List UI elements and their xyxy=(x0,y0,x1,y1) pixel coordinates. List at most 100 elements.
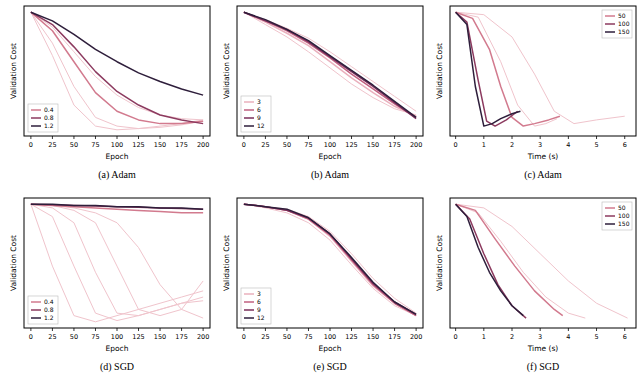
x-axis-label: Epoch xyxy=(106,344,129,353)
x-tick xyxy=(416,328,417,331)
x-tick-label: 150 xyxy=(367,333,379,341)
plot-frame xyxy=(24,6,210,136)
x-tick-label: 0 xyxy=(454,333,458,341)
legend-label: 0.4 xyxy=(44,298,54,305)
x-tick-label: 175 xyxy=(388,141,400,149)
x-tick-label: 25 xyxy=(261,141,269,149)
legend-swatch xyxy=(605,23,615,25)
x-tick-label: 25 xyxy=(48,141,56,149)
legend-label: 50 xyxy=(618,12,626,19)
plot-frame xyxy=(237,198,423,328)
x-tick xyxy=(373,136,374,139)
x-axis-label: Time (s) xyxy=(527,344,559,353)
legend-label: 50 xyxy=(618,204,626,211)
x-tick-label: 150 xyxy=(154,141,166,149)
x-tick xyxy=(624,136,625,139)
legend-swatch xyxy=(31,117,41,119)
x-tick xyxy=(624,328,625,331)
x-tick xyxy=(181,136,182,139)
x-tick-label: 75 xyxy=(91,333,99,341)
x-tick xyxy=(117,328,118,331)
legend-box xyxy=(28,104,58,132)
x-tick xyxy=(265,136,266,139)
x-tick-label: 125 xyxy=(132,333,144,341)
legend-swatch xyxy=(244,117,254,119)
x-tick-label: 75 xyxy=(91,141,99,149)
series-line xyxy=(31,12,203,95)
panel: 0255075100125150175200EpochValidation Co… xyxy=(9,6,210,181)
x-tick-label: 50 xyxy=(70,333,78,341)
legend-label: 3 xyxy=(257,98,261,105)
panel: 0123456Time (s)Validation Cost(f) SGD501… xyxy=(435,198,636,373)
legend: 36912 xyxy=(241,96,271,132)
caption: (d) SGD xyxy=(100,361,134,373)
x-tick xyxy=(568,328,569,331)
figure: 0255075100125150175200EpochValidation Co… xyxy=(0,0,640,385)
legend-box xyxy=(28,296,58,324)
x-tick xyxy=(351,136,352,139)
legend-swatch xyxy=(605,31,615,33)
x-tick-label: 150 xyxy=(154,333,166,341)
x-tick-label: 175 xyxy=(175,141,187,149)
x-tick xyxy=(243,136,244,139)
legend-label: 9 xyxy=(257,114,261,121)
x-tick xyxy=(160,136,161,139)
plot-frame xyxy=(24,198,210,328)
x-tick-label: 50 xyxy=(70,141,78,149)
legend-label: 6 xyxy=(257,106,261,113)
series-line xyxy=(456,12,521,126)
y-axis-label: Validation Cost xyxy=(9,235,18,291)
x-axis-label: Epoch xyxy=(319,152,342,161)
x-tick-label: 6 xyxy=(623,141,627,149)
x-tick-label: 5 xyxy=(594,333,598,341)
legend-box xyxy=(602,10,632,38)
x-tick-label: 2 xyxy=(510,333,514,341)
x-tick-label: 50 xyxy=(283,333,291,341)
caption: (c) Adam xyxy=(524,169,562,181)
x-tick xyxy=(181,328,182,331)
series-line xyxy=(456,12,518,126)
x-tick xyxy=(483,136,484,139)
y-axis-label: Validation Cost xyxy=(435,43,444,99)
legend-swatch xyxy=(31,125,41,127)
y-axis-label: Validation Cost xyxy=(435,235,444,291)
caption: (e) SGD xyxy=(313,361,347,373)
legend-label: 12 xyxy=(257,314,265,321)
series-line xyxy=(456,204,586,318)
series-line xyxy=(456,12,560,126)
legend-swatch xyxy=(31,317,41,319)
legend-label: 1.2 xyxy=(44,122,54,129)
x-tick-label: 2 xyxy=(510,141,514,149)
x-tick xyxy=(286,328,287,331)
x-tick-label: 4 xyxy=(566,333,570,341)
x-tick-label: 150 xyxy=(367,141,379,149)
x-tick xyxy=(351,328,352,331)
x-tick xyxy=(286,136,287,139)
legend: 50100150 xyxy=(602,202,632,230)
x-tick-label: 100 xyxy=(111,141,123,149)
panel: 0255075100125150175200EpochValidation Co… xyxy=(222,6,423,181)
x-axis-label: Epoch xyxy=(319,344,342,353)
legend: 0.40.81.2 xyxy=(28,104,58,132)
x-tick-label: 175 xyxy=(388,333,400,341)
panel: 0255075100125150175200EpochValidation Co… xyxy=(222,198,423,373)
x-tick xyxy=(265,328,266,331)
x-tick-label: 25 xyxy=(48,333,56,341)
x-tick-label: 3 xyxy=(538,333,542,341)
legend-swatch xyxy=(244,293,254,295)
x-tick xyxy=(483,328,484,331)
x-tick xyxy=(540,328,541,331)
legend-swatch xyxy=(605,15,615,17)
legend-swatch xyxy=(605,223,615,225)
x-tick xyxy=(394,328,395,331)
series-line xyxy=(456,12,625,123)
legend-label: 150 xyxy=(618,28,630,35)
legend: 50100150 xyxy=(602,10,632,38)
legend: 0.40.81.2 xyxy=(28,296,58,324)
x-axis-label: Epoch xyxy=(106,152,129,161)
x-tick-label: 200 xyxy=(410,333,422,341)
x-tick-label: 125 xyxy=(132,141,144,149)
legend-swatch xyxy=(244,317,254,319)
x-tick-label: 100 xyxy=(111,333,123,341)
series-line xyxy=(456,204,524,315)
